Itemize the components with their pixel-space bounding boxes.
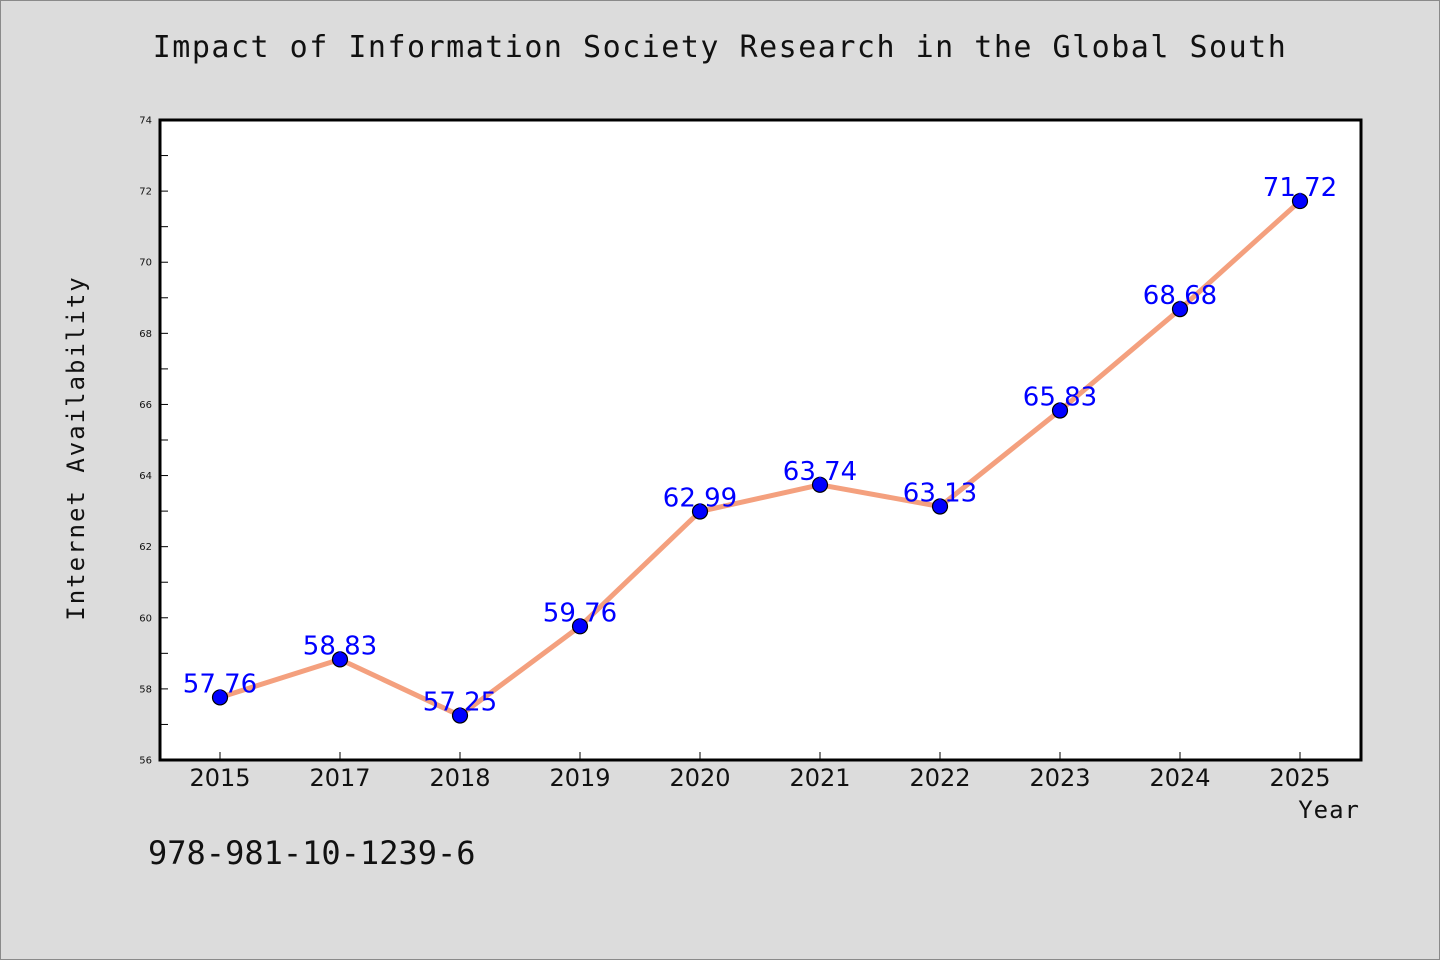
data-point [451,707,469,724]
chart-title: Impact of Information Society Research i… [152,30,1288,65]
y-tick-label: 74 [139,116,152,127]
footnote-isbn: 978-981-10-1239-6 [148,834,476,872]
data-point [1171,301,1189,318]
x-tick-label: 2020 [669,764,730,792]
x-tick-label: 2025 [1269,764,1330,792]
data-label: 59.76 [543,598,617,628]
x-tick-label: 2019 [549,764,610,792]
data-label: 63.74 [783,457,857,487]
data-point [931,498,949,515]
series-line [217,198,1303,719]
data-point [571,618,589,635]
y-tick-label: 64 [139,471,152,482]
y-tick-label: 62 [139,542,152,553]
data-label: 65.83 [1023,382,1097,412]
data-point [1291,192,1309,210]
data-label: 57.25 [423,688,497,718]
y-tick-label: 70 [139,258,152,269]
data-label: 71.72 [1263,173,1337,203]
y-tick-label: 58 [139,684,152,695]
data-point [811,476,829,493]
data-point [211,689,229,706]
x-tick-label: 2022 [909,764,970,792]
y-tick-label: 72 [139,187,152,198]
y-tick-label: 66 [139,400,152,411]
x-tick-label: 2021 [789,764,850,792]
data-label: 62.99 [663,483,737,513]
data-point [691,503,709,520]
y-tick-label: 60 [139,613,152,624]
data-label: 68.68 [1143,281,1217,311]
x-tick-label: 2015 [189,764,250,792]
data-point [331,651,349,668]
x-tick-label: 2023 [1029,764,1090,792]
data-label: 57.76 [183,669,257,699]
y-tick-label: 56 [139,756,152,767]
data-label: 58.83 [303,631,377,661]
x-axis-label: Year [1298,796,1360,824]
x-tick-label: 2024 [1149,764,1210,792]
data-label: 63.13 [903,478,977,508]
plot-area [158,118,1363,762]
y-tick-label: 68 [139,329,152,340]
data-point [1051,402,1069,419]
x-tick-label: 2017 [309,764,370,792]
x-tick-label: 2018 [429,764,490,792]
